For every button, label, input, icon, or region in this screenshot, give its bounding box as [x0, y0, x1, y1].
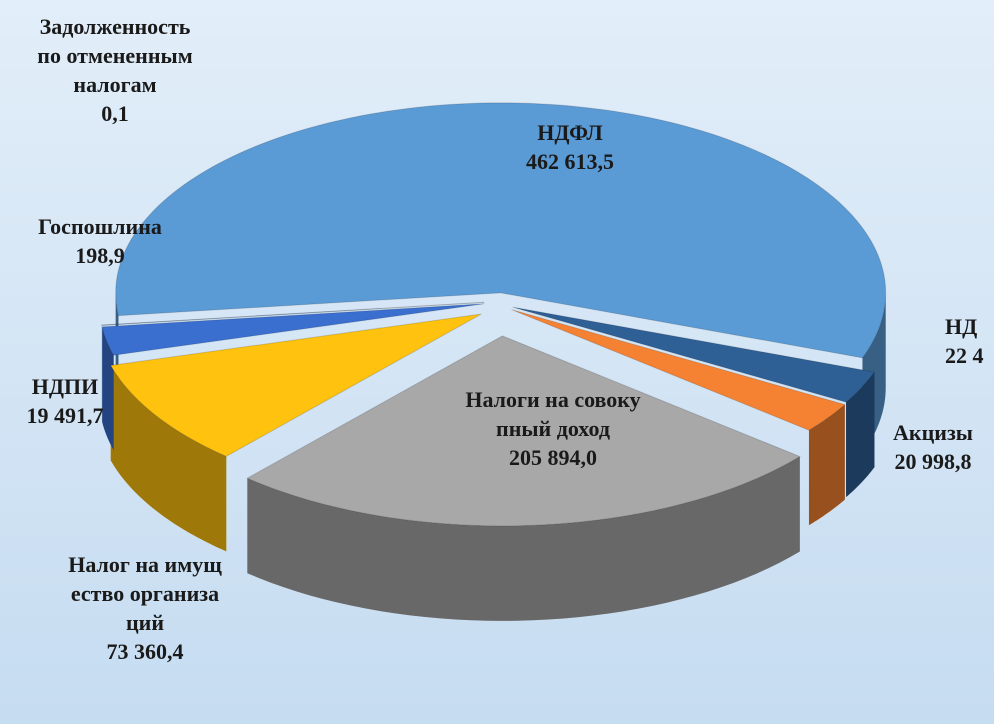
value-label: 0,1: [101, 101, 129, 126]
data-label: Налоги на совокупный доход 205 894,0: [463, 385, 643, 472]
data-label: Госпошлина 198,9: [10, 212, 190, 270]
slice: [115, 102, 887, 359]
data-label: Задолженность по отмененным налогам 0,1: [33, 12, 198, 128]
category-label: Задолженность по отмененным налогам: [37, 14, 193, 97]
category-label: НДПИ: [31, 374, 99, 399]
slice-wall-shade: [846, 372, 875, 498]
value-label: 73 360,4: [106, 639, 184, 664]
slice: [101, 301, 485, 326]
slice-wall-shade: [110, 365, 227, 552]
slice-wall-shade: [808, 404, 845, 526]
category-label: НДФЛ: [537, 120, 603, 145]
slice-wall: [247, 456, 800, 621]
slice: [109, 313, 482, 457]
category-label: Налог на имущество организаций: [68, 552, 222, 635]
tops: [101, 102, 887, 527]
slice: [101, 303, 485, 356]
data-label: НДПИ 19 491,7: [5, 372, 125, 430]
data-label: НД 22 4: [945, 312, 994, 370]
value-label: 462 613,5: [526, 149, 614, 174]
slice-wall: [110, 365, 227, 552]
slice: [512, 306, 876, 403]
value-label: 20 998,8: [894, 449, 972, 474]
slice-wall: [846, 372, 875, 498]
data-label: НДФЛ 462 613,5: [470, 118, 670, 176]
slice-wall-shade: [102, 326, 114, 451]
value-label: 205 894,0: [509, 445, 597, 470]
slice: [246, 335, 801, 527]
data-label: Акцизы 20 998,8: [868, 418, 994, 476]
value-label: 198,9: [75, 243, 125, 268]
category-label: Налоги на совокупный доход: [465, 387, 641, 441]
slice-wall: [808, 404, 845, 526]
slice: [101, 301, 485, 326]
slice-wall: [102, 326, 114, 451]
category-label: НД: [945, 314, 978, 339]
walls: [101, 292, 886, 621]
slice-wall-shade: [247, 456, 800, 621]
slice: [511, 309, 846, 431]
category-label: Госпошлина: [38, 214, 162, 239]
value-label: 19 491,7: [26, 403, 104, 428]
data-label: Налог на имущество организаций 73 360,4: [66, 550, 224, 666]
value-label: 22 4: [945, 343, 984, 368]
category-label: Акцизы: [893, 420, 973, 445]
